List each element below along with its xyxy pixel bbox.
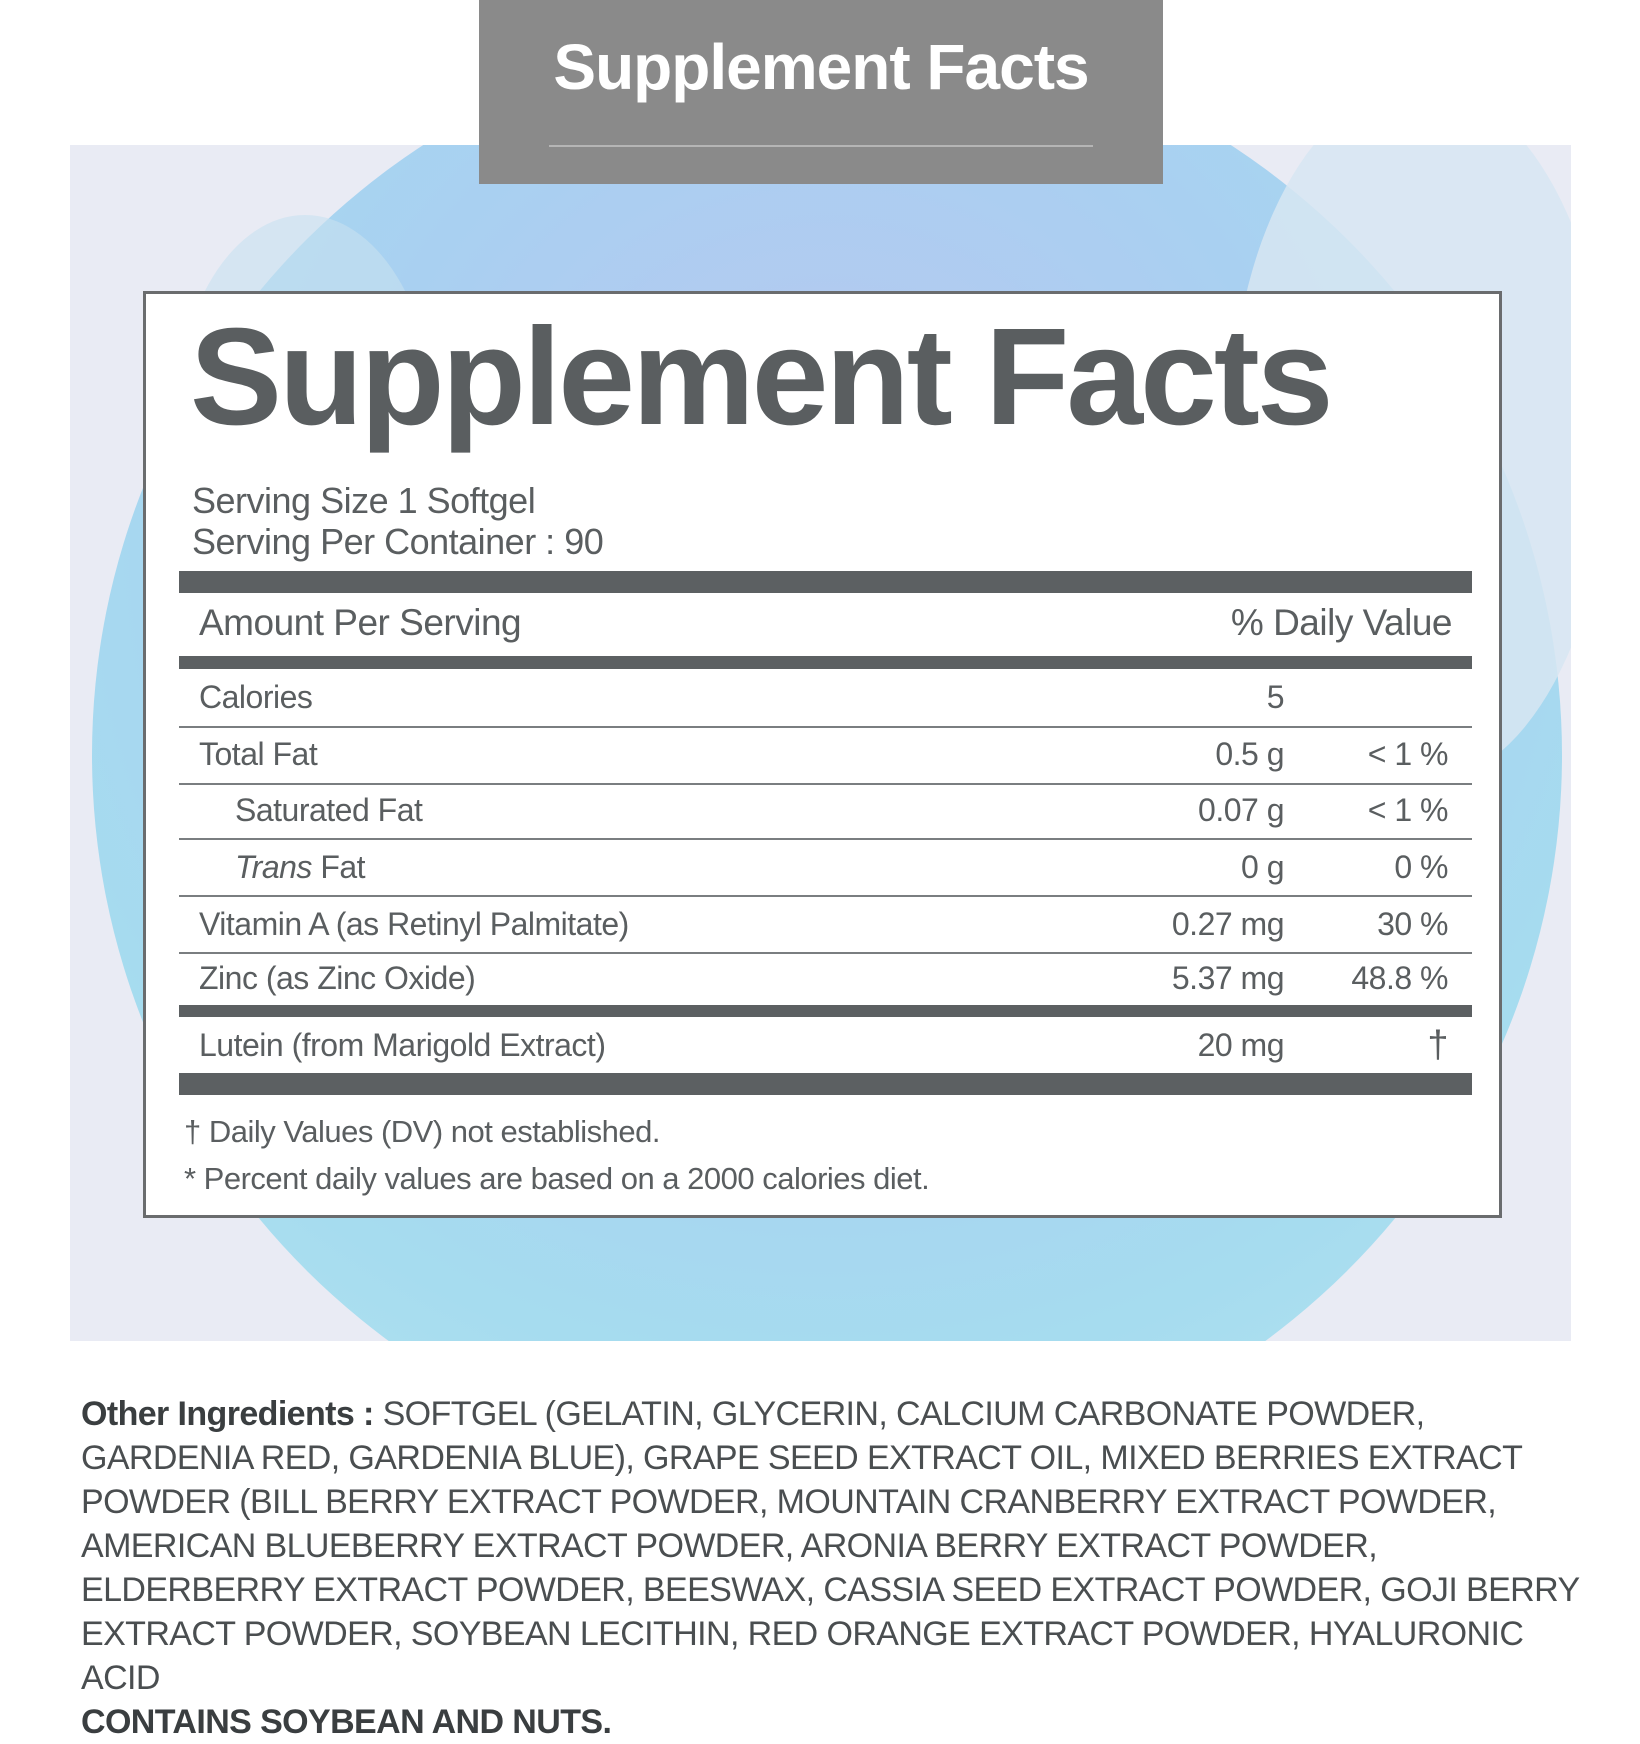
serving-size: Serving Size 1 Softgel <box>192 480 536 521</box>
table-row: Trans Fat 0 g 0 % <box>179 847 1472 887</box>
nutrient-dv: 30 % <box>1377 906 1448 942</box>
ingredients-text: SOFTGEL (GELATIN, GLYCERIN, CALCIUM CARB… <box>81 1395 1580 1697</box>
header-title: Supplement Facts <box>553 31 1089 103</box>
servings-per-container: Serving Per Container : 90 <box>192 521 604 562</box>
daily-value-header: % Daily Value <box>1230 602 1453 643</box>
nutrient-name: Saturated Fat <box>235 792 423 828</box>
label-title: Supplement Facts <box>190 300 1334 454</box>
divider <box>179 783 1472 785</box>
nutrient-name: Zinc (as Zinc Oxide) <box>199 960 476 996</box>
table-row: Saturated Fat 0.07 g < 1 % <box>179 790 1472 830</box>
allergen-statement: CONTAINS SOYBEAN AND NUTS. <box>81 1703 612 1741</box>
nutrient-amount: 0.5 g <box>1215 736 1284 772</box>
nutrient-name: Trans Fat <box>235 847 366 887</box>
nutrient-dv: 48.8 % <box>1351 960 1448 996</box>
nutrient-dv: † <box>1427 1024 1448 1066</box>
supplement-facts-label: Supplement Facts Serving Size 1 Softgel … <box>143 291 1502 1218</box>
nutrient-name: Vitamin A (as Retinyl Palmitate) <box>199 906 629 942</box>
nutrient-amount: 0.07 g <box>1198 792 1284 828</box>
divider <box>179 895 1472 897</box>
nutrient-dv: < 1 % <box>1367 736 1449 772</box>
thick-divider <box>179 656 1472 669</box>
thick-divider <box>179 571 1472 593</box>
amount-per-serving-header: Amount Per Serving <box>199 602 522 643</box>
table-row: Zinc (as Zinc Oxide) 5.37 mg 48.8 % <box>179 958 1472 998</box>
nutrient-amount: 0 g <box>1241 849 1284 885</box>
nutrient-name: Total Fat <box>199 736 318 772</box>
divider <box>179 952 1472 954</box>
footnote-percent: * Percent daily values are based on a 20… <box>184 1161 930 1196</box>
divider <box>179 838 1472 840</box>
table-row: Total Fat 0.5 g < 1 % <box>179 734 1472 774</box>
divider <box>549 145 1093 147</box>
nutrient-dv: < 1 % <box>1367 792 1449 828</box>
thick-divider <box>179 1005 1472 1017</box>
nutrient-name-rest: Fat <box>311 849 366 885</box>
thick-divider <box>179 1073 1472 1095</box>
header-banner: Supplement Facts <box>479 0 1163 184</box>
other-ingredients: Other Ingredients : SOFTGEL (GELATIN, GL… <box>81 1392 1581 1744</box>
table-row: Calories 5 <box>179 677 1472 717</box>
nutrient-name: Lutein (from Marigold Extract) <box>199 1027 606 1063</box>
table-row: Vitamin A (as Retinyl Palmitate) 0.27 mg… <box>179 904 1472 944</box>
divider <box>179 726 1472 728</box>
nutrient-amount: 20 mg <box>1197 1027 1285 1063</box>
nutrient-amount: 0.27 mg <box>1171 906 1285 942</box>
nutrient-amount: 5 <box>1266 679 1285 715</box>
column-header-row: Amount Per Serving % Daily Value <box>179 601 1472 645</box>
nutrient-amount: 5.37 mg <box>1171 960 1285 996</box>
ingredients-label: Other Ingredients : <box>81 1395 374 1433</box>
nutrient-name: Calories <box>199 679 313 715</box>
nutrient-dv: 0 % <box>1394 849 1448 885</box>
nutrient-name-italic: Trans <box>235 849 312 885</box>
table-row: Lutein (from Marigold Extract) 20 mg † <box>179 1025 1472 1065</box>
footnote-dagger: † Daily Values (DV) not established. <box>184 1114 660 1149</box>
